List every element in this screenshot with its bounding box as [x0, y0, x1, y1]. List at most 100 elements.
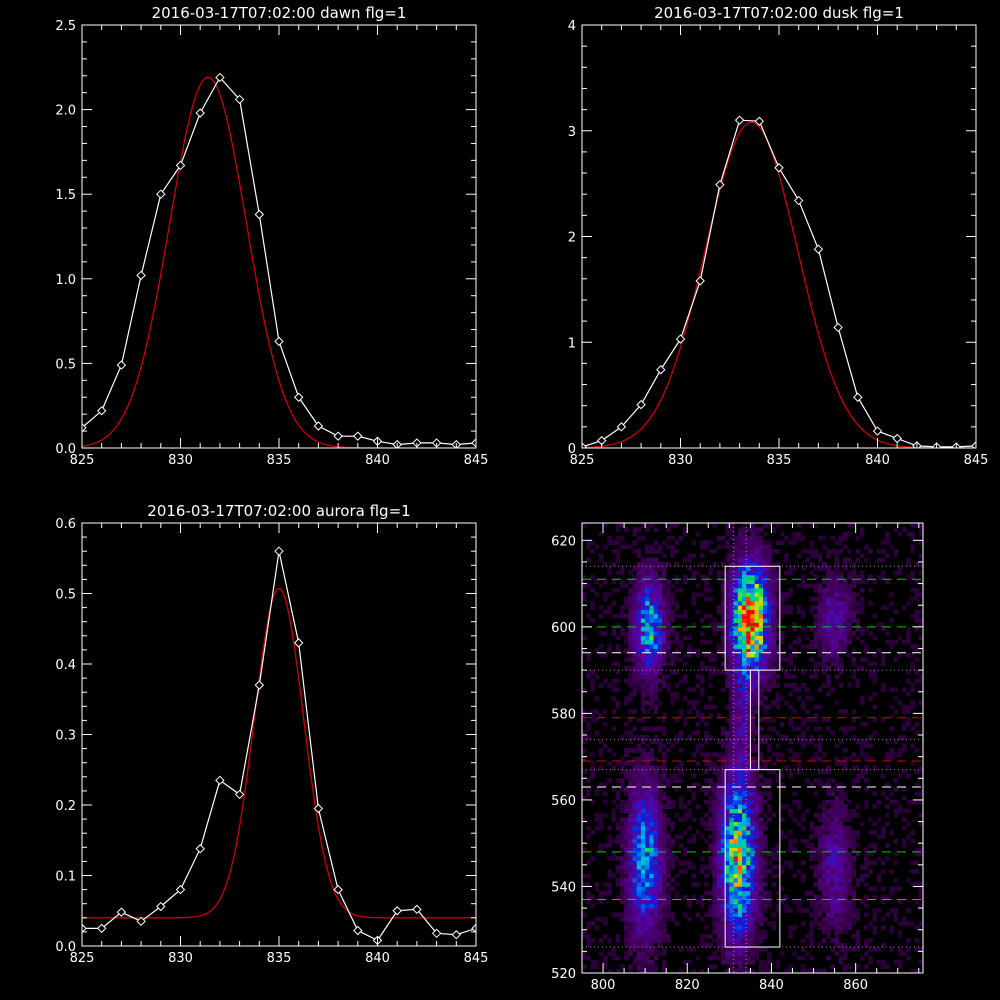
image-heatmap-cell: [653, 838, 659, 844]
image-heatmap-cell: [902, 825, 907, 831]
image-heatmap-cell: [704, 583, 709, 589]
image-heatmap-cell: [822, 834, 827, 840]
image-heatmap-cell: [737, 600, 743, 606]
image-heatmap-cell: [733, 856, 739, 861]
image-heatmap-cell: [771, 592, 776, 597]
image-heatmap-cell: [670, 799, 675, 805]
image-heatmap-cell: [708, 856, 713, 861]
image-heatmap-cell: [716, 847, 722, 853]
image-heatmap-cell: [662, 964, 667, 969]
image-heatmap-cell: [666, 631, 671, 636]
image-heatmap-cell: [754, 700, 760, 706]
image-heatmap-cell: [729, 873, 734, 879]
image-heatmap-cell: [851, 808, 856, 814]
image-heatmap-cell: [800, 722, 806, 727]
image-heatmap-cell: [649, 756, 654, 762]
image-heatmap-cell: [645, 587, 650, 593]
image-heatmap-cell: [893, 639, 899, 645]
image-heatmap-cell: [657, 782, 663, 788]
image-heatmap-cell: [754, 860, 760, 866]
image-heatmap-cell: [792, 648, 798, 654]
image-heatmap-cell: [619, 626, 625, 632]
image-heatmap-cell: [775, 908, 781, 913]
image-heatmap-cell: [632, 635, 638, 641]
image-heatmap-cell: [914, 730, 920, 736]
image-heatmap-cell: [594, 964, 600, 969]
image-heatmap-cell: [779, 752, 785, 757]
image-heatmap-cell: [737, 756, 743, 762]
image-heatmap-cell: [889, 830, 894, 835]
image-heatmap-cell: [632, 804, 638, 809]
image-heatmap-cell: [838, 549, 844, 554]
image-heatmap-cell: [720, 825, 726, 831]
image-heatmap-cell: [746, 527, 751, 532]
image-heatmap-cell: [645, 670, 650, 675]
image-heatmap-cell: [737, 899, 743, 905]
image-heatmap-cell: [624, 583, 629, 589]
image-heatmap-cell: [636, 860, 642, 866]
image-heatmap-cell: [670, 596, 675, 602]
image-heatmap-cell: [628, 592, 633, 597]
image-heatmap-cell: [843, 639, 848, 645]
image-heatmap-cell: [737, 726, 743, 732]
image-heatmap-cell: [725, 574, 730, 580]
image-heatmap-cell: [758, 618, 764, 623]
image-heatmap-cell: [800, 955, 806, 961]
image-heatmap-cell: [666, 544, 671, 550]
image-heatmap-cell: [678, 869, 684, 874]
image-heatmap-cell: [611, 549, 617, 554]
image-heatmap-cell: [817, 838, 823, 844]
image-heatmap-cell: [640, 678, 646, 684]
image-heatmap-cell: [737, 778, 743, 783]
image-heatmap-cell: [767, 899, 772, 905]
image-heatmap-cell: [737, 704, 743, 710]
image-heatmap-cell: [754, 622, 760, 628]
image-heatmap-cell: [914, 648, 920, 654]
image-heatmap-cell: [712, 951, 718, 957]
image-heatmap-cell: [666, 583, 671, 589]
image-heatmap-cell: [712, 938, 718, 944]
image-heatmap-cell: [615, 622, 621, 628]
image-heatmap-cell: [636, 661, 642, 667]
image-heatmap-cell: [666, 869, 671, 874]
image-heatmap-cell: [649, 903, 654, 909]
image-heatmap-cell: [784, 553, 789, 558]
image-heatmap-cell: [645, 864, 650, 870]
image-heatmap-cell: [872, 912, 878, 918]
image-heatmap-cell: [657, 778, 663, 783]
image-heatmap-cell: [725, 583, 730, 589]
image-heatmap-cell: [670, 626, 675, 632]
image-heatmap-cell: [750, 748, 755, 753]
image-heatmap-cell: [838, 600, 844, 606]
image-heatmap-cell: [817, 925, 823, 931]
image-heatmap-cell: [666, 587, 671, 593]
image-heatmap-cell: [653, 821, 659, 827]
image-heatmap-cell: [628, 674, 633, 680]
image-heatmap-cell: [712, 925, 718, 931]
image-heatmap-cell: [720, 912, 726, 918]
image-heatmap-cell: [746, 557, 751, 563]
image-heatmap-cell: [830, 825, 835, 831]
image-heatmap-cell: [843, 830, 848, 835]
image-heatmap-cell: [640, 804, 646, 809]
image-heatmap-cell: [851, 709, 856, 714]
image-heatmap-cell: [767, 596, 772, 602]
image-heatmap-cell: [763, 652, 768, 658]
image-heatmap-cell: [733, 696, 739, 701]
image-heatmap-cell: [809, 596, 814, 602]
image-heatmap-cell: [632, 877, 638, 883]
image-heatmap-cell: [720, 821, 726, 827]
image-heatmap-cell: [670, 778, 675, 783]
image-heatmap-cell: [779, 613, 785, 619]
image-heatmap-cell: [758, 864, 764, 870]
image-heatmap-cell: [754, 691, 760, 697]
image-heatmap-cell: [657, 587, 663, 593]
image-heatmap-cell: [897, 951, 903, 957]
image-heatmap-cell: [838, 856, 844, 861]
image-heatmap-cell: [712, 561, 718, 567]
image-heatmap-cell: [624, 639, 629, 645]
image-heatmap-cell: [758, 752, 764, 757]
image-heatmap-cell: [624, 834, 629, 840]
image-heatmap-cell: [632, 566, 638, 571]
